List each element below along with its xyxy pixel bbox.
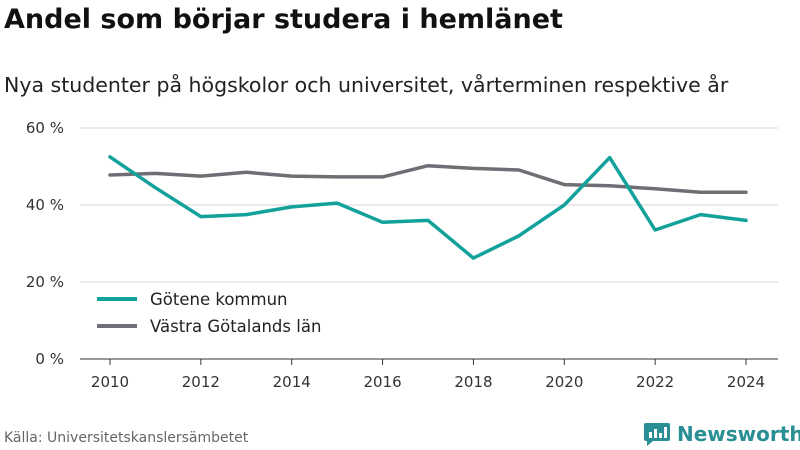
legend: Götene kommun Västra Götalands län xyxy=(97,290,321,336)
x-tick-label: 2022 xyxy=(636,373,674,391)
gridlines xyxy=(80,127,778,360)
x-tick-label: 2014 xyxy=(273,373,311,391)
series-lines xyxy=(108,155,748,260)
x-tick-label: 2020 xyxy=(545,373,583,391)
chart-subtitle: Nya studenter på högskolor och universit… xyxy=(4,73,729,97)
line-chart: 0 % 20 % 40 % 60 % 2010 2012 2014 2016 2018 2020… xyxy=(26,119,778,391)
y-tick-label: 20 % xyxy=(26,273,64,291)
legend-label: Västra Götalands län xyxy=(150,317,321,336)
y-tick-labels: 0 % 20 % 40 % 60 % xyxy=(26,119,64,368)
y-tick-label: 40 % xyxy=(26,196,64,214)
x-tick-label: 2016 xyxy=(363,373,401,391)
x-tick-label: 2018 xyxy=(454,373,492,391)
x-tick-label: 2010 xyxy=(91,373,129,391)
brand-logo: Newsworthy xyxy=(643,421,800,447)
y-tick-label: 0 % xyxy=(35,350,64,368)
x-tick-label: 2012 xyxy=(182,373,220,391)
brand-name: Newsworthy xyxy=(677,422,800,446)
x-tick-labels: 2010 2012 2014 2016 2018 2020 2022 2024 xyxy=(91,359,765,391)
chart-title: Andel som börjar studera i hemlänet xyxy=(4,4,563,35)
source-note: Källa: Universitetskanslersämbetet xyxy=(4,430,249,446)
y-tick-label: 60 % xyxy=(26,119,64,137)
series-line-gotene xyxy=(108,155,748,260)
x-tick-label: 2024 xyxy=(727,373,765,391)
newsworthy-logo-icon xyxy=(644,423,670,446)
series-line-vastra-gotaland xyxy=(108,163,748,195)
legend-label: Götene kommun xyxy=(150,290,287,309)
